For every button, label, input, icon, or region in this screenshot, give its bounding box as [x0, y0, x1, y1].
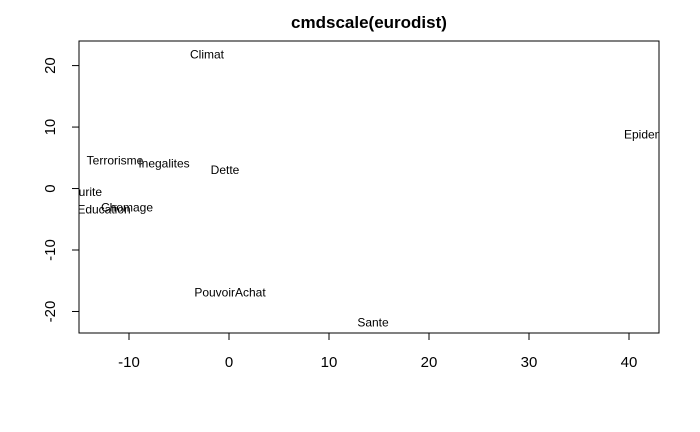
- y-tick-label: 10: [42, 119, 59, 136]
- y-tick-label: -10: [42, 239, 59, 261]
- x-tick-label: -10: [118, 354, 140, 371]
- point-label: Terrorisme: [87, 153, 144, 167]
- x-tick-label: 30: [521, 354, 538, 371]
- point-label: Climat: [190, 48, 225, 62]
- y-axis: -20 -10 0 10 20: [42, 57, 80, 323]
- x-tick-label: 20: [421, 354, 438, 371]
- point-label: Education: [77, 202, 130, 216]
- point-label: Insecurite: [50, 185, 102, 199]
- chart-title: cmdscale(eurodist): [291, 13, 447, 32]
- point-label: Dette: [211, 163, 240, 177]
- point-label: PouvoirAchat: [194, 285, 266, 299]
- x-tick-label: 40: [621, 354, 638, 371]
- point-label: Sante: [357, 316, 389, 330]
- point-label: Chomage: [101, 201, 153, 215]
- point-label: Inegalites: [138, 156, 189, 170]
- y-tick-label: -20: [42, 301, 59, 323]
- y-tick-label: 0: [42, 184, 59, 192]
- point-label: Epidemie: [624, 127, 674, 141]
- x-axis: -10 0 10 20 30 40: [118, 332, 638, 371]
- x-tick-label: 0: [225, 354, 233, 371]
- plot-area: [78, 40, 660, 334]
- x-tick-label: 10: [321, 354, 338, 371]
- y-tick-label: 20: [42, 57, 59, 74]
